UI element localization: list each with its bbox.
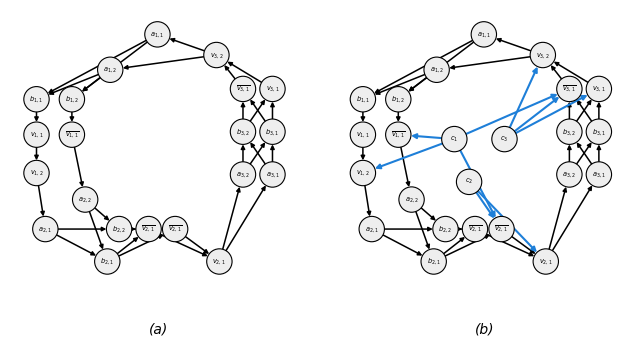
- Circle shape: [207, 249, 232, 274]
- Circle shape: [586, 162, 612, 187]
- Circle shape: [33, 216, 58, 242]
- Circle shape: [557, 76, 582, 102]
- Circle shape: [230, 119, 255, 144]
- Text: $b_{2,1}$: $b_{2,1}$: [100, 257, 115, 267]
- Circle shape: [163, 216, 188, 242]
- Text: $a_{1,1}$: $a_{1,1}$: [477, 30, 491, 39]
- Circle shape: [442, 127, 467, 152]
- Text: $\overline{v_{1,1}}$: $\overline{v_{1,1}}$: [391, 130, 406, 140]
- Text: $b_{2,2}$: $b_{2,2}$: [112, 224, 126, 234]
- Circle shape: [533, 249, 559, 274]
- Text: (b): (b): [475, 322, 494, 336]
- Text: $v_{2,1}$: $v_{2,1}$: [212, 257, 227, 266]
- Circle shape: [462, 216, 488, 242]
- Text: $b_{1,2}$: $b_{1,2}$: [391, 94, 405, 104]
- Text: $a_{3,1}$: $a_{3,1}$: [266, 170, 280, 179]
- Text: $v_{2,1}$: $v_{2,1}$: [539, 257, 553, 266]
- Text: $a_{2,1}$: $a_{2,1}$: [365, 225, 379, 234]
- Text: $a_{1,2}$: $a_{1,2}$: [429, 65, 444, 74]
- Text: $a_{2,2}$: $a_{2,2}$: [404, 195, 419, 204]
- Text: $a_{2,1}$: $a_{2,1}$: [38, 225, 52, 234]
- Circle shape: [260, 76, 285, 102]
- Circle shape: [72, 187, 98, 212]
- Circle shape: [24, 160, 49, 186]
- Circle shape: [97, 57, 123, 82]
- Text: $c_{3}$: $c_{3}$: [500, 134, 509, 144]
- Circle shape: [350, 160, 376, 186]
- Text: $\overline{v_{2,1}}$: $\overline{v_{2,1}}$: [141, 224, 156, 234]
- Text: $c_{2}$: $c_{2}$: [465, 177, 473, 187]
- Circle shape: [260, 119, 285, 144]
- Text: $v_{1,2}$: $v_{1,2}$: [356, 168, 370, 177]
- Text: $\overline{v_{2,1}}$: $\overline{v_{2,1}}$: [494, 224, 509, 234]
- Text: $c_{1}$: $c_{1}$: [450, 134, 458, 144]
- Text: (a): (a): [148, 322, 168, 336]
- Circle shape: [359, 216, 385, 242]
- Text: $b_{3,1}$: $b_{3,1}$: [592, 127, 606, 137]
- Circle shape: [557, 119, 582, 144]
- Text: $a_{1,1}$: $a_{1,1}$: [150, 30, 164, 39]
- Circle shape: [136, 216, 161, 242]
- Circle shape: [586, 76, 612, 102]
- Circle shape: [421, 249, 446, 274]
- Circle shape: [386, 86, 411, 112]
- Text: $b_{3,2}$: $b_{3,2}$: [563, 127, 577, 137]
- Text: $b_{2,2}$: $b_{2,2}$: [438, 224, 452, 234]
- Text: $v_{1,2}$: $v_{1,2}$: [29, 168, 44, 177]
- Circle shape: [489, 216, 514, 242]
- Text: $b_{3,2}$: $b_{3,2}$: [236, 127, 250, 137]
- Text: $\overline{v_{2,1}}$: $\overline{v_{2,1}}$: [468, 224, 482, 234]
- Text: $b_{1,1}$: $b_{1,1}$: [356, 94, 370, 104]
- Text: $v_{3,2}$: $v_{3,2}$: [536, 50, 550, 59]
- Circle shape: [433, 216, 458, 242]
- Circle shape: [586, 119, 612, 144]
- Text: $b_{2,1}$: $b_{2,1}$: [427, 257, 441, 267]
- Circle shape: [60, 86, 84, 112]
- Text: $a_{3,2}$: $a_{3,2}$: [236, 170, 250, 179]
- Text: $b_{3,1}$: $b_{3,1}$: [266, 127, 280, 137]
- Circle shape: [204, 42, 229, 68]
- Circle shape: [350, 122, 376, 147]
- Circle shape: [260, 162, 285, 187]
- Circle shape: [456, 169, 482, 194]
- Text: $\overline{v_{3,1}}$: $\overline{v_{3,1}}$: [562, 84, 577, 94]
- Circle shape: [145, 22, 170, 47]
- Text: $v_{1,1}$: $v_{1,1}$: [29, 130, 44, 139]
- Text: $b_{1,1}$: $b_{1,1}$: [29, 94, 44, 104]
- Text: $v_{3,2}$: $v_{3,2}$: [209, 50, 223, 59]
- Text: $\overline{v_{1,1}}$: $\overline{v_{1,1}}$: [65, 130, 79, 140]
- Circle shape: [471, 22, 497, 47]
- Circle shape: [106, 216, 132, 242]
- Circle shape: [24, 122, 49, 147]
- Text: $v_{3,1}$: $v_{3,1}$: [592, 84, 606, 93]
- Circle shape: [492, 127, 517, 152]
- Circle shape: [399, 187, 424, 212]
- Text: $v_{1,1}$: $v_{1,1}$: [356, 130, 370, 139]
- Circle shape: [230, 76, 255, 102]
- Text: $a_{3,2}$: $a_{3,2}$: [563, 170, 577, 179]
- Circle shape: [350, 86, 376, 112]
- Circle shape: [386, 122, 411, 147]
- Circle shape: [95, 249, 120, 274]
- Text: $b_{1,2}$: $b_{1,2}$: [65, 94, 79, 104]
- Circle shape: [230, 162, 255, 187]
- Text: $\overline{v_{3,1}}$: $\overline{v_{3,1}}$: [236, 84, 250, 94]
- Text: $a_{1,2}$: $a_{1,2}$: [103, 65, 117, 74]
- Circle shape: [424, 57, 449, 82]
- Circle shape: [530, 42, 556, 68]
- Circle shape: [24, 86, 49, 112]
- Text: $a_{3,1}$: $a_{3,1}$: [592, 170, 606, 179]
- Circle shape: [60, 122, 84, 147]
- Circle shape: [557, 162, 582, 187]
- Text: $a_{2,2}$: $a_{2,2}$: [78, 195, 92, 204]
- Text: $v_{3,1}$: $v_{3,1}$: [266, 84, 280, 93]
- Text: $\overline{v_{2,1}}$: $\overline{v_{2,1}}$: [168, 224, 182, 234]
